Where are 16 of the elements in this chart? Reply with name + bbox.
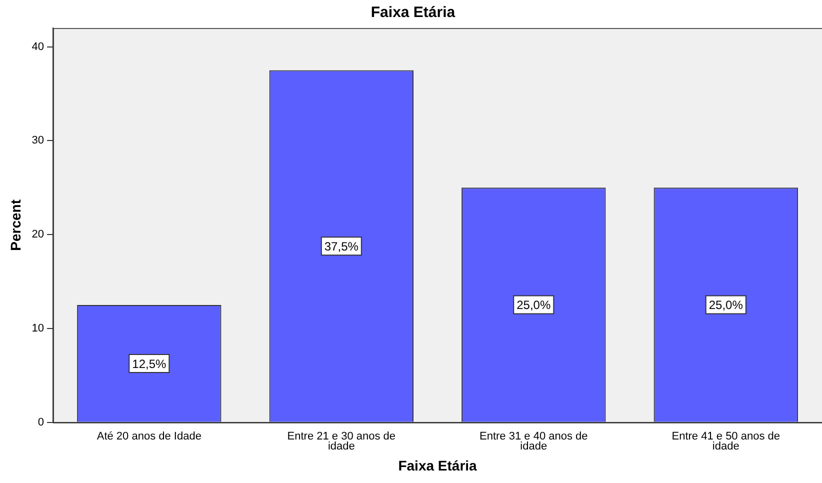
y-axis-title: Percent [7,199,24,251]
data-label: 25,0% [708,298,744,312]
y-tick-label: 20 [32,228,44,241]
x-tick-label: Entre 31 e 40 anos de idade [480,430,588,452]
data-label: 12,5% [132,356,166,371]
x-tick-label: Até 20 anos de Idade [96,430,202,442]
data-label: 25,0% [516,298,551,312]
data-label: 37,5% [324,239,359,254]
y-tick-label: 0 [38,416,44,428]
y-tick-label: 10 [32,322,44,335]
x-tick-label: Entre 41 e 50 anos de idade [672,430,780,452]
chart-title: Faixa Etária [370,4,456,22]
x-axis-title: Faixa Etária [398,457,478,474]
x-tick-label: Entre 21 e 30 anos de idade [287,430,396,452]
y-tick-label: 30 [32,134,44,147]
y-tick-label: 40 [32,40,44,53]
